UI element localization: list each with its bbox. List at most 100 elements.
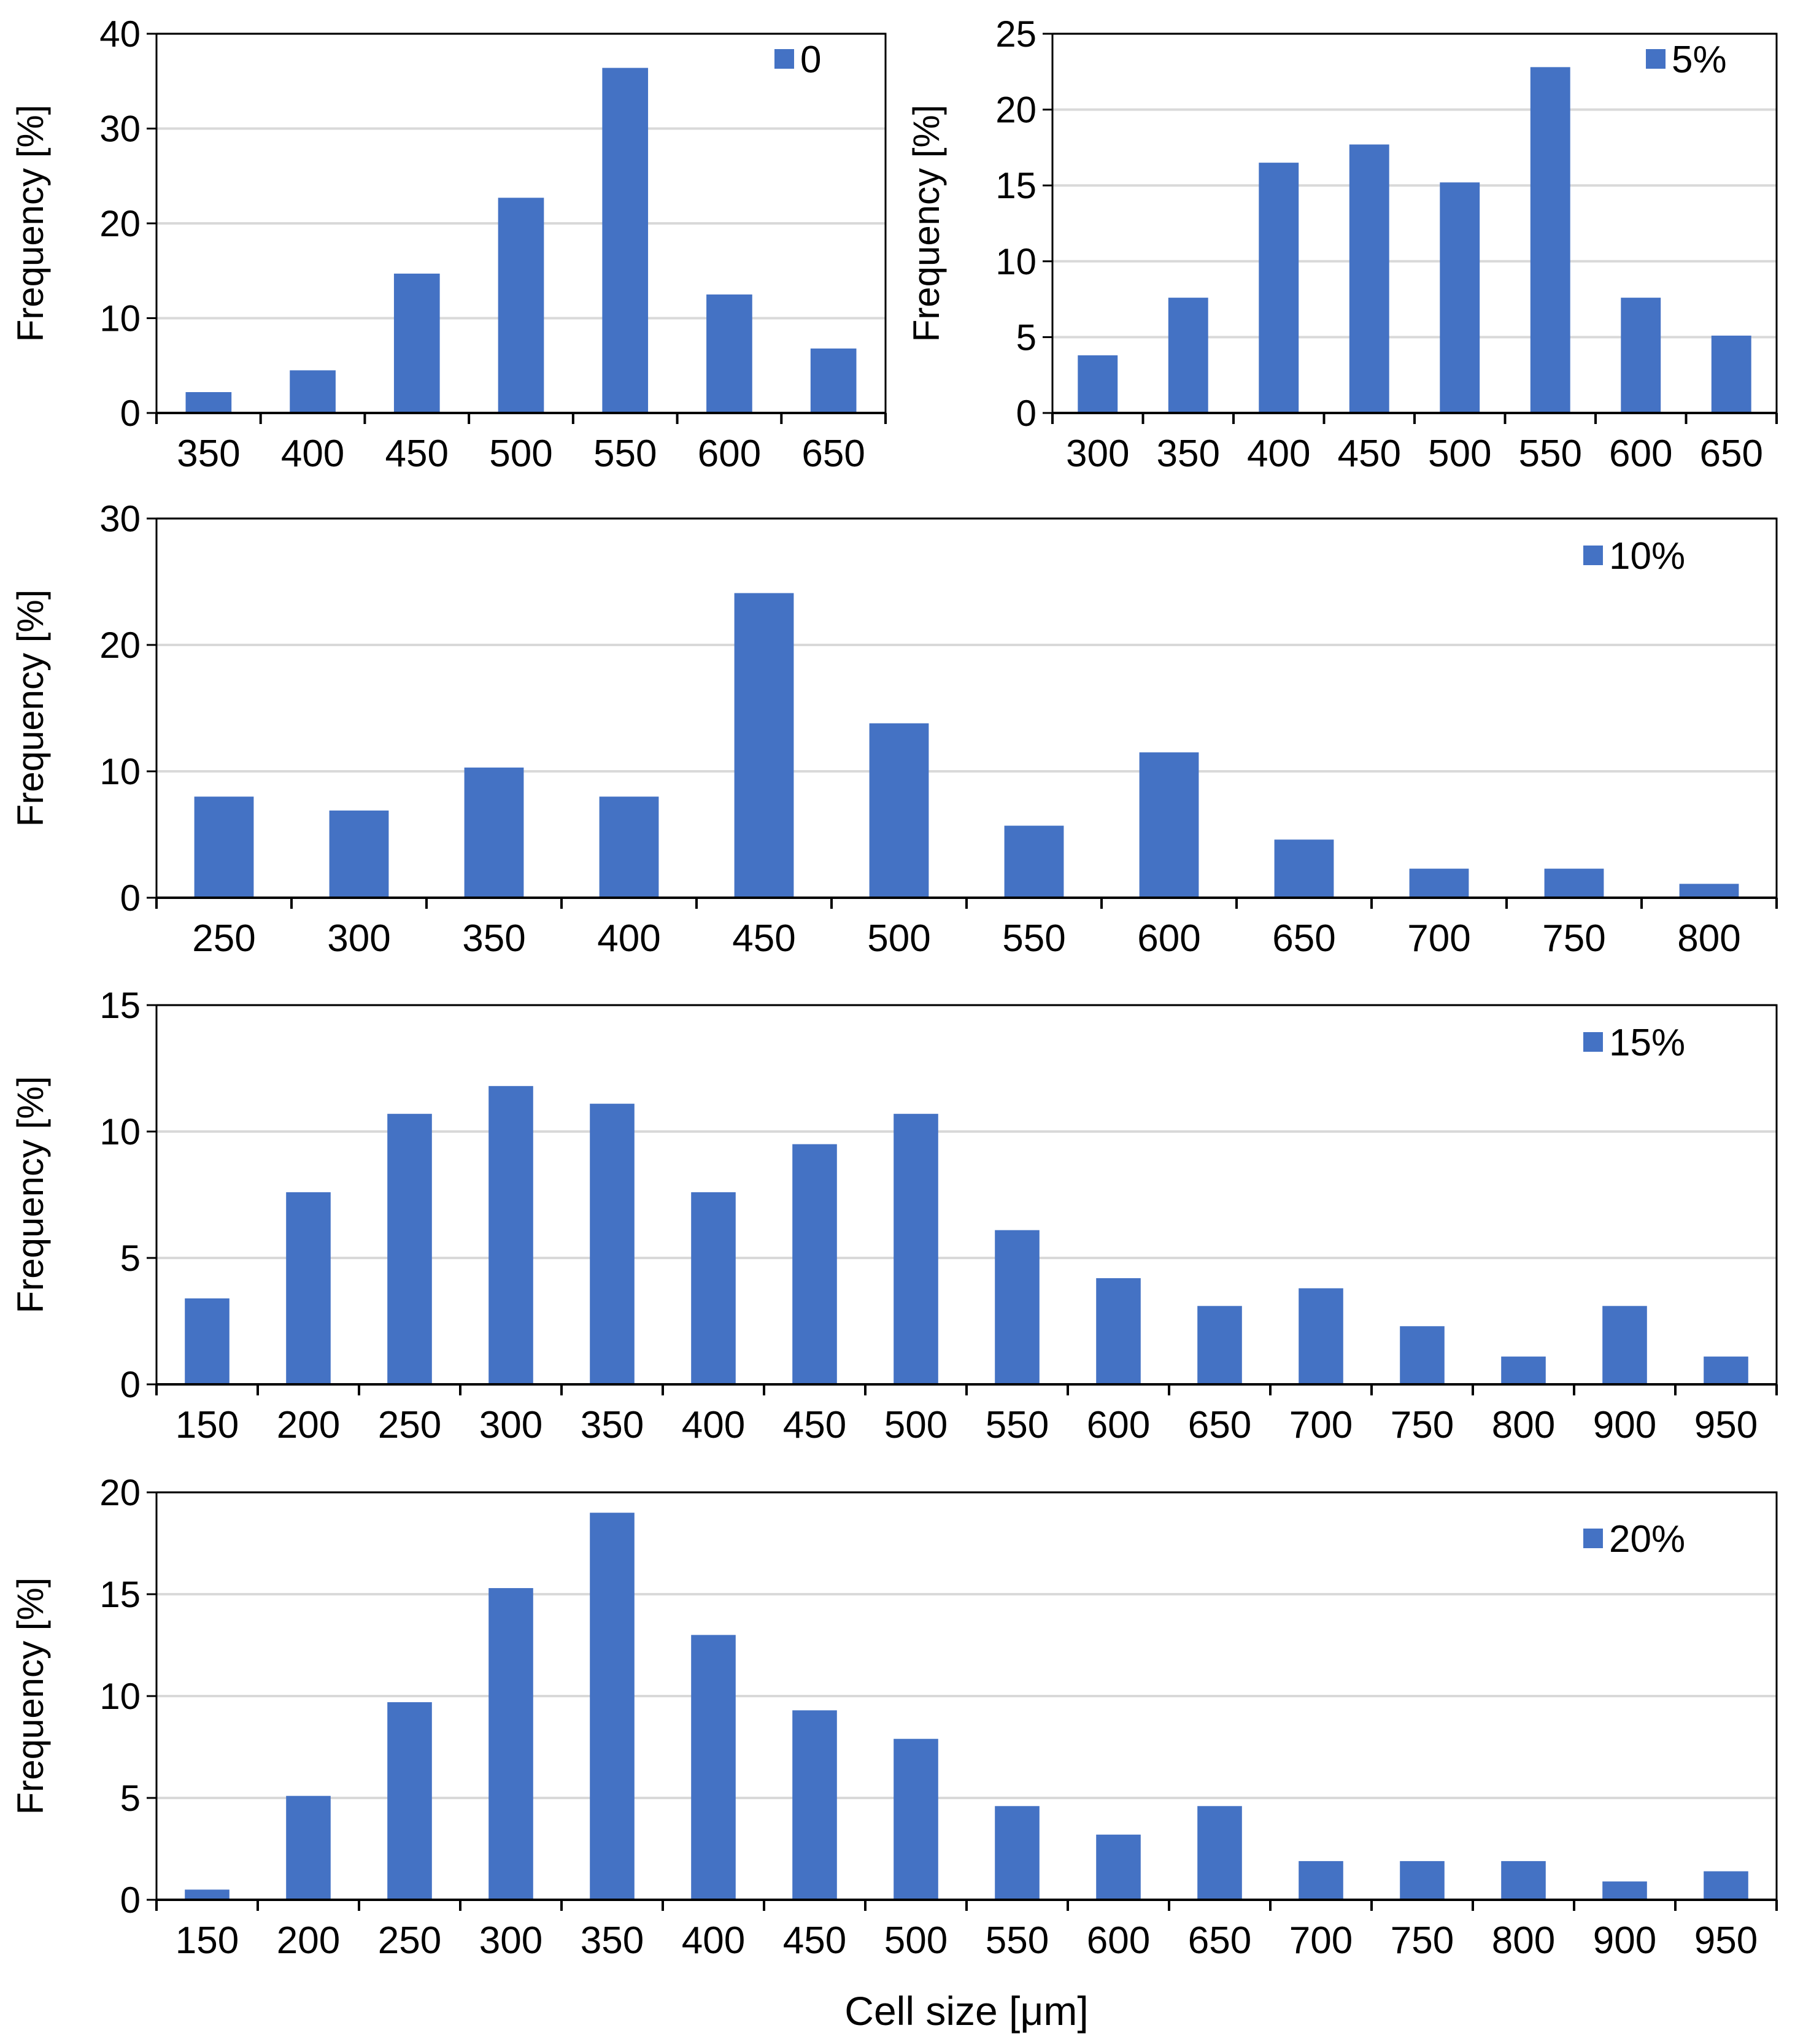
y-tick-label: 20 [99, 1472, 141, 1513]
bar-650: 650: 3.1 [1197, 1306, 1242, 1384]
y-tick-label: 15 [995, 165, 1036, 206]
y-tick-label: 0 [120, 1880, 141, 1921]
bar-700: 700: 2.3 [1409, 868, 1469, 898]
bar-500: 500: 22.7 [498, 198, 544, 413]
bar-400: 400: 4.5 [290, 370, 336, 413]
bar-200: 200: 7.6 [286, 1192, 331, 1384]
bar-450: 450: 17.7 [1349, 144, 1389, 413]
y-axis-label: Frequency [%] [10, 1578, 51, 1815]
bar-900: 900: 0.9 [1602, 1881, 1647, 1900]
bar-550: 550: 4.6 [995, 1806, 1040, 1900]
x-tick-label: 450 [783, 1404, 846, 1446]
bar-500: 500: 15.2 [1440, 182, 1480, 413]
y-tick-label: 15 [99, 1574, 141, 1615]
legend-label: 10% [1609, 535, 1685, 577]
legend-label: 20% [1609, 1518, 1685, 1560]
bar-600: 600: 7.6 [1621, 298, 1661, 413]
bar-800: 800: 1.1 [1501, 1356, 1546, 1384]
bar-950: 950: 1.4 [1704, 1871, 1748, 1900]
x-tick-label: 350 [462, 917, 525, 960]
legend-swatch [1646, 49, 1666, 69]
bar-650: 650: 6.8 [810, 348, 857, 413]
x-tick-label: 800 [1492, 1404, 1555, 1446]
x-tick-label: 250 [378, 1919, 441, 1962]
x-tick-label: 700 [1289, 1404, 1353, 1446]
x-tick-label: 550 [986, 1404, 1049, 1446]
bar-150: 150: 3.4 [185, 1298, 230, 1384]
x-tick-label: 400 [682, 1404, 745, 1446]
x-tick-label: 550 [986, 1919, 1049, 1962]
y-tick-label: 40 [99, 13, 141, 55]
bar-450: 450: 24.1 [734, 593, 794, 898]
x-tick-label: 800 [1677, 917, 1740, 960]
x-tick-label: 750 [1542, 917, 1605, 960]
bar-500: 500: 13.8 [869, 723, 929, 898]
bar-550: 550: 5.7 [1004, 825, 1064, 898]
y-tick-label: 25 [995, 13, 1036, 55]
y-tick-label: 10 [995, 241, 1036, 282]
y-tick-label: 5 [120, 1778, 141, 1819]
bar-550: 550: 22.8 [1530, 67, 1570, 413]
legend-label: 5% [1672, 39, 1727, 81]
bar-450: 450: 14.7 [393, 273, 440, 413]
bar-400: 400: 16.5 [1259, 163, 1299, 413]
bar-650: 650: 4.6 [1197, 1806, 1242, 1900]
x-tick-label: 550 [1519, 433, 1582, 475]
x-tick-label: 700 [1407, 917, 1470, 960]
legend-swatch [1583, 546, 1603, 565]
y-axis-label: Frequency [%] [10, 1076, 51, 1314]
x-tick-label: 400 [682, 1919, 745, 1962]
y-tick-label: 15 [99, 985, 141, 1026]
x-tick-label: 400 [1247, 433, 1310, 475]
x-axis-label: Cell size [μm] [844, 1988, 1088, 2034]
x-tick-label: 650 [1188, 1404, 1251, 1446]
y-tick-label: 10 [99, 751, 141, 792]
x-tick-label: 300 [327, 917, 390, 960]
bar-200: 200: 5.1 [286, 1795, 331, 1900]
x-tick-label: 450 [732, 917, 795, 960]
bar-500: 500: 10.7 [894, 1114, 938, 1384]
bar-650: 650: 5.1 [1711, 335, 1751, 413]
x-tick-label: 300 [1066, 433, 1129, 475]
bar-500: 500: 7.9 [894, 1738, 938, 1900]
legend-label: 15% [1609, 1022, 1685, 1064]
legend-swatch [1583, 1529, 1603, 1548]
chart-panel-2: 250: 8 300: 6.9 350: 10.3 400: 8 450: 24.1 50… [10, 498, 1778, 960]
x-tick-label: 400 [281, 433, 344, 475]
x-tick-label: 600 [1609, 433, 1672, 475]
x-tick-label: 450 [783, 1919, 846, 1962]
bar-250: 250: 9.7 [387, 1702, 432, 1900]
bar-400: 400: 13 [691, 1635, 736, 1900]
bar-250: 250: 8 [194, 796, 254, 898]
x-tick-label: 650 [1700, 433, 1763, 475]
bar-400: 400: 7.6 [691, 1192, 736, 1384]
bar-700: 700: 1.9 [1299, 1861, 1343, 1900]
x-tick-label: 500 [867, 917, 930, 960]
x-tick-label: 800 [1492, 1919, 1555, 1962]
chart-panel-1: 300: 3.8 350: 7.6 400: 16.5 450: 17.7 500: 1… [906, 13, 1778, 475]
bar-350: 350: 10.3 [464, 767, 524, 898]
x-tick-label: 350 [177, 433, 240, 475]
x-tick-label: 150 [176, 1919, 239, 1962]
bar-650: 650: 4.6 [1274, 839, 1334, 898]
bar-750: 750: 2.3 [1400, 1326, 1445, 1384]
bar-800: 800: 1.9 [1501, 1861, 1546, 1900]
legend-swatch [774, 49, 794, 69]
x-tick-label: 350 [581, 1404, 644, 1446]
bar-300: 300: 15.3 [488, 1588, 533, 1900]
y-tick-label: 20 [995, 90, 1036, 131]
bar-750: 750: 1.9 [1400, 1861, 1445, 1900]
bar-450: 450: 9.5 [792, 1144, 837, 1384]
x-tick-label: 450 [1338, 433, 1401, 475]
legend-swatch [1583, 1032, 1603, 1052]
bar-400: 400: 8 [599, 796, 659, 898]
y-tick-label: 20 [99, 625, 141, 666]
chart-panel-4: 150: 0.5 200: 5.1 250: 9.7 300: 15.3 350: 19… [10, 1472, 1778, 1962]
x-tick-label: 600 [1087, 1404, 1150, 1446]
legend-label: 0 [800, 39, 821, 81]
bar-550: 550: 6.1 [995, 1230, 1040, 1384]
bar-550: 550: 36.4 [602, 67, 649, 414]
bar-700: 700: 3.8 [1299, 1288, 1343, 1384]
x-tick-label: 900 [1593, 1404, 1656, 1446]
x-tick-label: 750 [1391, 1404, 1454, 1446]
